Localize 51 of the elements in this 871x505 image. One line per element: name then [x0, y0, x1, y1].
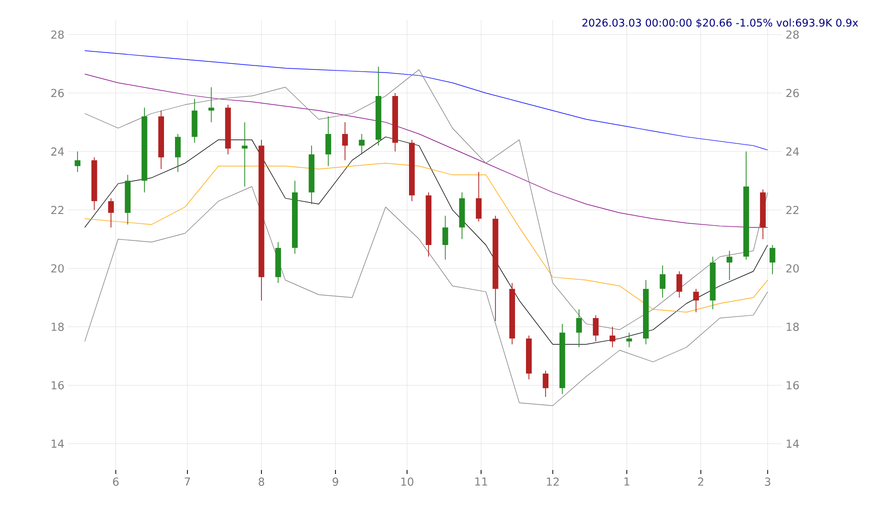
y-tick-label: 22 [51, 206, 64, 214]
line-series [84, 186, 768, 406]
candlestick [542, 370, 548, 398]
candlestick [74, 151, 80, 172]
y2-tick-label: 28 [786, 30, 799, 39]
y-tick-label: 14 [52, 440, 64, 448]
line-series [84, 74, 768, 228]
candlestick [626, 332, 632, 348]
candlestick [660, 265, 666, 298]
x-tick-label: 8 [258, 478, 264, 486]
x-tick-label: 1 [624, 478, 630, 486]
candlestick [576, 308, 582, 348]
y-tick-label: 26 [51, 88, 64, 98]
candlestick [726, 250, 732, 280]
x-tick-label: 9 [332, 478, 338, 486]
y-tick-label: 18 [52, 322, 64, 331]
y2-tick-label: 24 [786, 147, 799, 156]
y2-tick-label: 22 [786, 206, 798, 214]
chart-title: 2026.03.03 00:00:00 $20.66 -1.05% vol:693.9K 0.9x [582, 18, 858, 28]
candlestick [325, 116, 332, 166]
candlestick [442, 215, 448, 260]
x-tick-label: 6 [113, 478, 119, 486]
candlestick [208, 86, 214, 123]
y2-tick-label: 26 [786, 88, 799, 98]
y2-tick-label: 18 [786, 322, 799, 331]
y2-tick-label: 16 [786, 381, 799, 390]
line-series [84, 69, 768, 330]
candlestick [693, 288, 699, 313]
x-tick-label: 12 [546, 478, 559, 486]
candlestick [476, 172, 482, 222]
x-tick-label: 3 [765, 478, 770, 486]
candlestick [242, 122, 248, 187]
y-tick-label: 20 [51, 264, 64, 273]
y-tick-label: 24 [51, 147, 64, 156]
candlestick [592, 314, 599, 342]
x-tick-label: 11 [475, 478, 488, 486]
candlestick [174, 134, 181, 172]
candlestick [610, 326, 616, 348]
candlestick [108, 198, 114, 228]
y-tick-label: 16 [52, 381, 64, 390]
line-series [84, 136, 768, 345]
x-tick-label: 7 [184, 478, 190, 486]
x-tick-label: 10 [401, 478, 414, 486]
y-tick-label: 28 [51, 30, 64, 39]
candlestick [770, 244, 776, 275]
candlestick [358, 134, 365, 155]
candlestick [342, 122, 348, 161]
x-tick-label: 2 [698, 478, 704, 486]
y2-tick-label: 14 [786, 440, 799, 448]
candlestick [676, 270, 682, 298]
y2-tick-label: 20 [786, 264, 799, 273]
